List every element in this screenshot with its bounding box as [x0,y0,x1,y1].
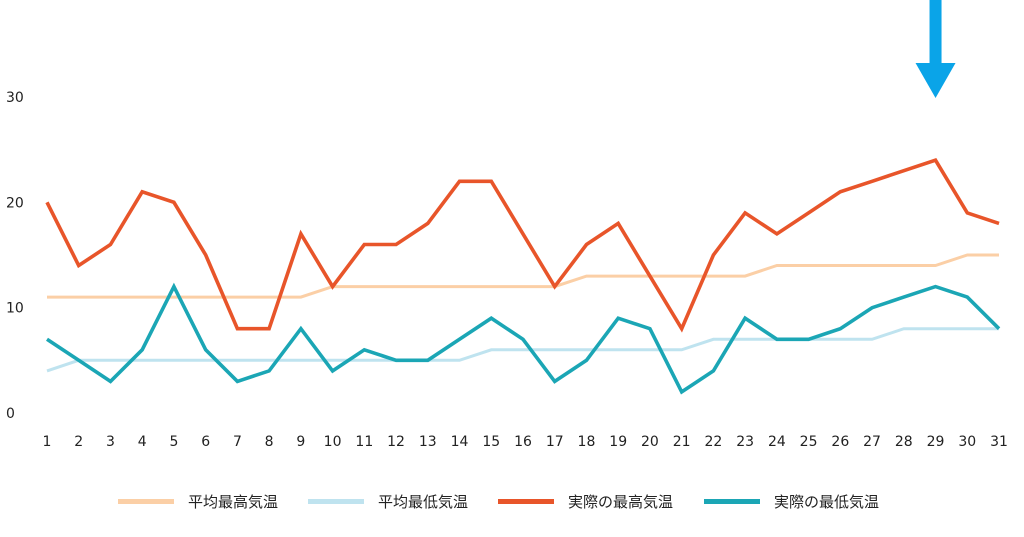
y-tick-label: 20 [6,195,24,211]
x-tick-label: 18 [578,434,596,450]
x-tick-label: 3 [106,434,115,450]
series-line-4 [46,282,1001,395]
x-tick-label: 9 [296,434,305,450]
x-tick-label: 25 [800,434,818,450]
series-line-2 [46,327,999,373]
x-tick-label: 20 [641,434,659,450]
chart-legend: 平均最高気温 平均最低気温 実際の最高気温 実際の最低気温 [0,486,1024,516]
x-tick-label: 8 [265,434,274,450]
x-tick-label: 30 [958,434,976,450]
series-line-1 [47,253,999,299]
x-tick-label: 11 [355,434,373,450]
legend-label-actual-low: 実際の最低気温 [774,492,880,511]
x-tick-label: 27 [863,434,881,450]
x-tick-label: 10 [324,434,342,450]
legend-item-avg-high: 平均最高気温 [118,486,278,516]
series-line-3 [45,158,1000,333]
x-tick-label: 29 [927,434,945,450]
x-tick-label: 5 [169,434,178,450]
x-tick-label: 12 [387,434,405,450]
legend-swatch-actual-high [498,498,554,504]
x-tick-label: 1 [43,434,52,450]
x-tick-label: 13 [419,434,437,450]
legend-label-actual-high: 実際の最高気温 [568,492,674,511]
y-tick-label: 10 [6,301,24,317]
legend-item-avg-low: 平均最低気温 [308,486,468,516]
x-tick-label: 2 [74,434,83,450]
x-tick-label: 7 [233,434,242,450]
x-tick-label: 24 [768,434,786,450]
highlight-arrow-icon [915,0,956,98]
x-tick-label: 14 [451,434,469,450]
x-tick-label: 28 [895,434,913,450]
x-tick-label: 31 [990,434,1008,450]
x-tick-label: 19 [609,434,627,450]
x-tick-label: 15 [482,434,500,450]
x-tick-label: 22 [704,434,722,450]
x-tick-label: 23 [736,434,754,450]
x-tick-label: 21 [673,434,691,450]
legend-swatch-avg-high [118,498,174,504]
x-tick-label: 17 [546,434,564,450]
x-tick-label: 4 [138,434,147,450]
legend-swatch-avg-low [308,498,364,504]
y-tick-label: 0 [6,406,15,422]
legend-label-avg-high: 平均最高気温 [188,492,279,511]
legend-item-actual-high: 実際の最高気温 [498,486,673,516]
legend-item-actual-low: 実際の最低気温 [704,486,879,516]
legend-swatch-actual-low [704,498,760,504]
x-tick-label: 6 [201,434,210,450]
y-tick-label: 30 [6,90,24,106]
x-tick-label: 16 [514,434,532,450]
x-tick-label: 26 [831,434,849,450]
legend-label-avg-low: 平均最低気温 [378,492,469,511]
